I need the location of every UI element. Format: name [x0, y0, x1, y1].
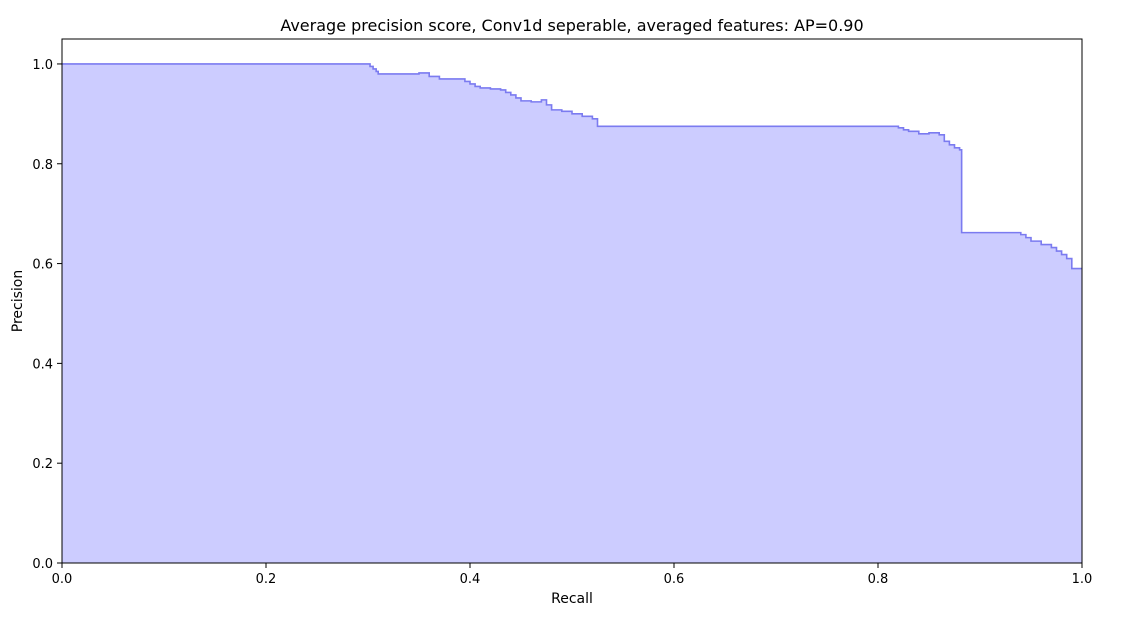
x-tick-label: 0.0 — [52, 572, 73, 587]
plot-frame — [61, 38, 1083, 564]
y-tick-label: 0.2 — [32, 457, 53, 472]
x-axis-label: Recall — [551, 591, 593, 607]
x-tick-label: 0.4 — [460, 572, 481, 587]
y-axis: 0.0 0.2 0.4 0.6 0.8 1.0 — [32, 58, 62, 572]
x-tick-label: 1.0 — [1072, 572, 1093, 587]
y-tick-label: 0.6 — [32, 258, 53, 273]
plot-area — [62, 63, 1082, 563]
x-axis: 0.0 0.2 0.4 0.6 0.8 1.0 — [52, 563, 1093, 587]
precision-area-fill — [62, 63, 1082, 563]
chart-title: Average precision score, Conv1d seperabl… — [280, 16, 863, 35]
x-tick-label: 0.6 — [664, 572, 685, 587]
x-tick-label: 0.2 — [256, 572, 277, 587]
y-tick-label: 1.0 — [32, 58, 53, 73]
y-tick-label: 0.0 — [32, 557, 53, 572]
precision-recall-step-line — [62, 63, 1082, 270]
x-tick-label: 0.8 — [868, 572, 889, 587]
y-tick-label: 0.8 — [32, 158, 53, 173]
y-axis-label: Precision — [10, 270, 26, 332]
y-tick-label: 0.4 — [32, 357, 53, 372]
